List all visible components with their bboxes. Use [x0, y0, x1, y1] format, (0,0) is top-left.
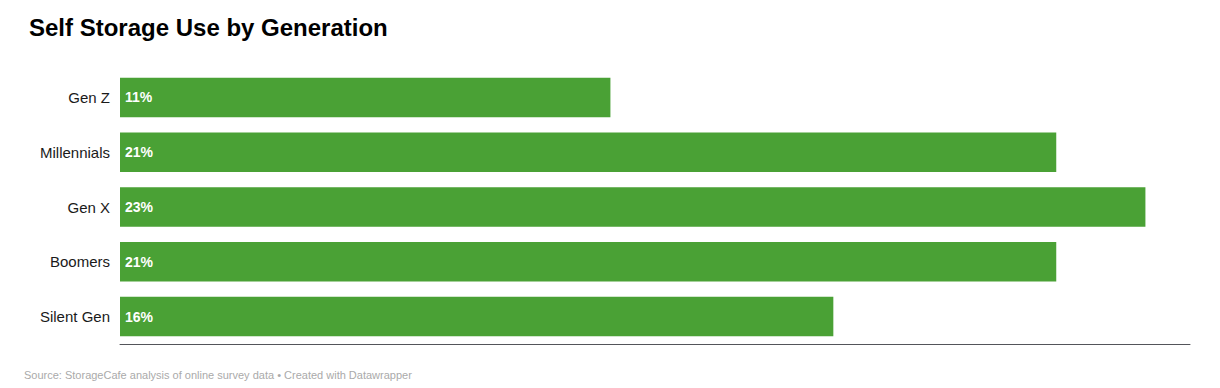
- svg-text:21%: 21%: [125, 144, 154, 160]
- svg-text:Self Storage Use by Generation: Self Storage Use by Generation: [29, 14, 388, 41]
- svg-text:21%: 21%: [125, 254, 154, 270]
- svg-text:Millennials: Millennials: [40, 144, 110, 161]
- svg-text:23%: 23%: [125, 199, 154, 215]
- svg-text:11%: 11%: [125, 89, 153, 105]
- svg-text:Boomers: Boomers: [50, 253, 110, 270]
- svg-text:Source: StorageCafe analysis o: Source: StorageCafe analysis of online s…: [24, 369, 412, 381]
- svg-text:16%: 16%: [125, 309, 154, 325]
- svg-text:Gen X: Gen X: [67, 199, 110, 216]
- svg-text:Gen Z: Gen Z: [68, 89, 110, 106]
- svg-text:Silent Gen: Silent Gen: [40, 308, 110, 325]
